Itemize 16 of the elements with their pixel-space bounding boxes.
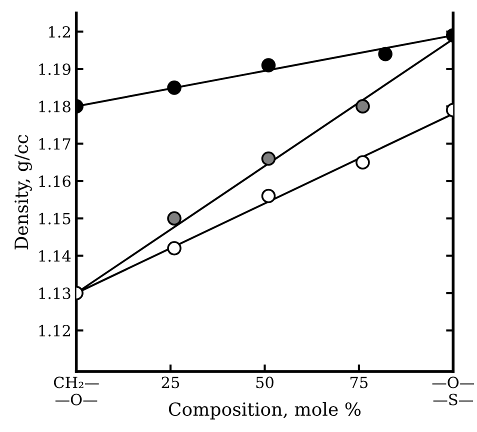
y-tick-label: 1.2 bbox=[49, 26, 70, 38]
x-tick-label: 50 bbox=[256, 376, 274, 388]
y-tick-label: 1.19 bbox=[39, 63, 70, 76]
x-tick-label: CH₂— —O— bbox=[54, 376, 99, 406]
y-tick-label: 1.18 bbox=[39, 100, 70, 112]
y-tick-label: 1.15 bbox=[39, 212, 70, 224]
x-tick-label: 75 bbox=[350, 376, 368, 388]
y-tick-label: 1.13 bbox=[39, 288, 70, 300]
y-tick-label: 1.12 bbox=[39, 324, 70, 336]
y-tick-label: 1.16 bbox=[39, 176, 70, 188]
x-axis-title: Composition, mole % bbox=[168, 402, 361, 420]
y-axis-title: Density, g/cc bbox=[14, 134, 32, 250]
x-tick-label: 25 bbox=[162, 376, 180, 388]
y-tick-label: 1.17 bbox=[39, 138, 70, 150]
x-tick-label: —O— —S— bbox=[432, 376, 474, 406]
y-tick-label: 1.14 bbox=[39, 250, 71, 262]
